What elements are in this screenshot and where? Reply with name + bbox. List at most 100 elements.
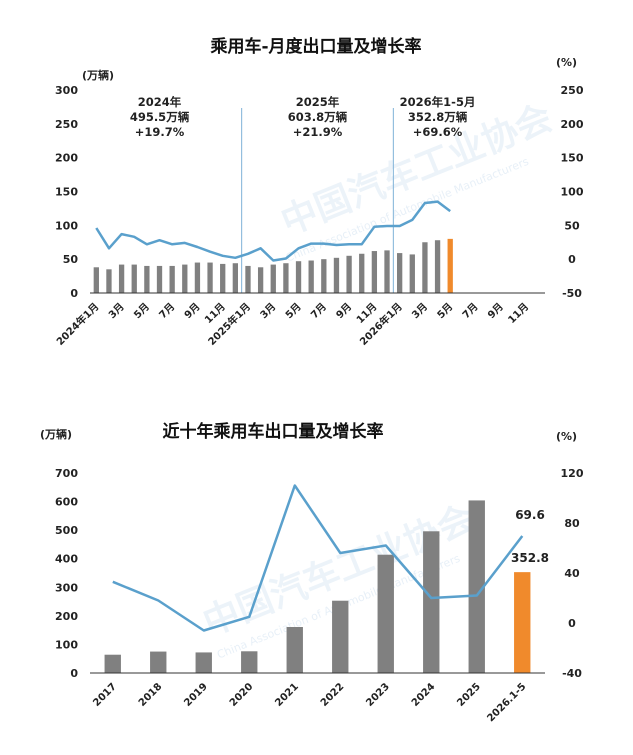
chart2-left-tick: 300 <box>55 581 78 594</box>
chart1-bar <box>321 259 327 293</box>
chart1-right-tick: 50 <box>564 219 580 232</box>
chart1-annotation-line: 352.8万辆 <box>408 110 468 124</box>
chart1-left-unit: (万辆) <box>82 68 114 82</box>
chart2-right-tick: -40 <box>562 667 582 680</box>
chart1-bar <box>194 262 201 293</box>
chart2-x-tick: 2022 <box>319 681 346 708</box>
chart1-bar <box>144 265 150 293</box>
chart2-bar <box>514 572 531 673</box>
chart2-right-tick: 0 <box>568 617 576 630</box>
chart1-bar <box>232 263 239 293</box>
chart1-annotation-line: 2026年1-5月 <box>400 95 476 109</box>
chart1-annotation-line: +69.6% <box>413 125 463 139</box>
chart2-x-tick: 2019 <box>182 681 209 708</box>
chart2-right-tick: 40 <box>564 567 580 580</box>
chart1-x-tick: 3月 <box>106 301 126 321</box>
chart1-bar <box>257 267 264 293</box>
chart2-right-tick: 80 <box>564 517 580 530</box>
chart2-left-tick: 700 <box>55 467 78 480</box>
chart1-x-tick: 7月 <box>308 301 328 321</box>
chart2-growth-line <box>112 484 524 632</box>
chart1-bar <box>182 264 188 293</box>
chart1-x-tick: 5月 <box>283 301 303 321</box>
chart1-bar <box>118 264 125 293</box>
chart1-bar <box>308 260 314 293</box>
chart1-bar <box>434 240 441 293</box>
chart1-bar <box>270 264 276 293</box>
chart2-bar <box>332 600 349 673</box>
chart1-bar <box>384 250 390 293</box>
chart1-bar <box>220 263 226 293</box>
chart2-left-tick: 500 <box>55 524 78 537</box>
chart2-x-tick: 2020 <box>228 681 255 708</box>
chart2-bar <box>468 500 485 673</box>
chart1-right-tick: 250 <box>561 84 584 97</box>
chart1-bar <box>156 265 163 293</box>
chart1-bar <box>359 253 365 293</box>
chart1-bar <box>396 253 403 293</box>
chart1-bar <box>295 261 302 293</box>
chart2-left-tick: 400 <box>55 553 78 566</box>
chart1-right-tick: 100 <box>561 186 584 199</box>
chart2-bar <box>377 554 394 673</box>
chart2-bar <box>241 651 258 673</box>
chart1-right-tick: 0 <box>568 253 576 266</box>
chart1-left-tick: 100 <box>55 219 78 232</box>
chart1-bar <box>169 265 175 293</box>
chart2-bar <box>150 651 167 673</box>
chart2-bar <box>286 627 303 673</box>
chart2-x-tick: 2025 <box>455 681 482 708</box>
chart1-right-tick: 200 <box>561 118 584 131</box>
chart1-annotation-line: 495.5万辆 <box>130 110 190 124</box>
chart1-x-tick: 7月 <box>460 301 480 321</box>
chart1-right-tick: 150 <box>561 152 584 165</box>
chart2-left-tick: 600 <box>55 496 78 509</box>
chart1-annotation-line: +21.9% <box>293 125 343 139</box>
chart2-right-unit: (%) <box>556 430 577 443</box>
chart1-annotation-line: +19.7% <box>135 125 185 139</box>
chart1-bar <box>409 254 415 293</box>
chart1-bar <box>93 267 99 293</box>
chart1-left-tick: 50 <box>63 253 79 266</box>
chart1-x-tick: 7月 <box>157 301 177 321</box>
chart2-volume-last-label: 352.8 <box>511 551 549 565</box>
chart1-right-tick: -50 <box>562 287 582 300</box>
chart1-x-tick: 3月 <box>258 301 278 321</box>
chart1-title: 乘用车-月度出口量及增长率 <box>209 36 421 57</box>
chart2-x-tick: 2026.1-5 <box>485 681 528 724</box>
chart2-title: 近十年乘用车出口量及增长率 <box>163 421 384 442</box>
chart2-left-unit: (万辆) <box>40 427 72 441</box>
chart1-annotation-line: 2025年 <box>296 95 340 109</box>
chart2-right-tick: 120 <box>561 467 584 480</box>
chart1-bar <box>346 255 352 293</box>
chart1-bar <box>106 269 112 293</box>
chart2-growth-last-label: 69.6 <box>515 508 545 522</box>
chart2-bar <box>423 531 440 673</box>
chart1-x-tick: 5月 <box>132 301 152 321</box>
chart1-left-tick: 250 <box>55 118 78 131</box>
chart2-bar <box>104 654 121 673</box>
chart2-x-tick: 2024 <box>410 681 437 708</box>
chart1-x-tick: 5月 <box>435 301 455 321</box>
chart1-annotation-line: 603.8万辆 <box>288 110 348 124</box>
chart1-bar <box>371 251 378 293</box>
chart1-left-tick: 150 <box>55 186 78 199</box>
chart1-left-tick: 200 <box>55 152 78 165</box>
chart1-growth-line <box>95 200 451 262</box>
chart1-bar <box>207 262 213 293</box>
chart1-bar <box>245 265 251 293</box>
chart2-x-tick: 2021 <box>273 681 300 708</box>
chart1-bar <box>447 238 453 293</box>
chart1-bar <box>422 242 428 293</box>
chart1-x-tick: 11月 <box>506 301 531 326</box>
chart2-left-tick: 100 <box>55 638 78 651</box>
chart1-bar <box>283 263 289 293</box>
chart1-x-tick: 9月 <box>485 301 505 321</box>
chart2-left-tick: 200 <box>55 610 78 623</box>
chart1-bar <box>131 264 137 293</box>
chart2-x-tick: 2023 <box>364 681 391 708</box>
chart1-annotation-line: 2024年 <box>138 95 182 109</box>
chart1-x-tick: 3月 <box>410 301 430 321</box>
